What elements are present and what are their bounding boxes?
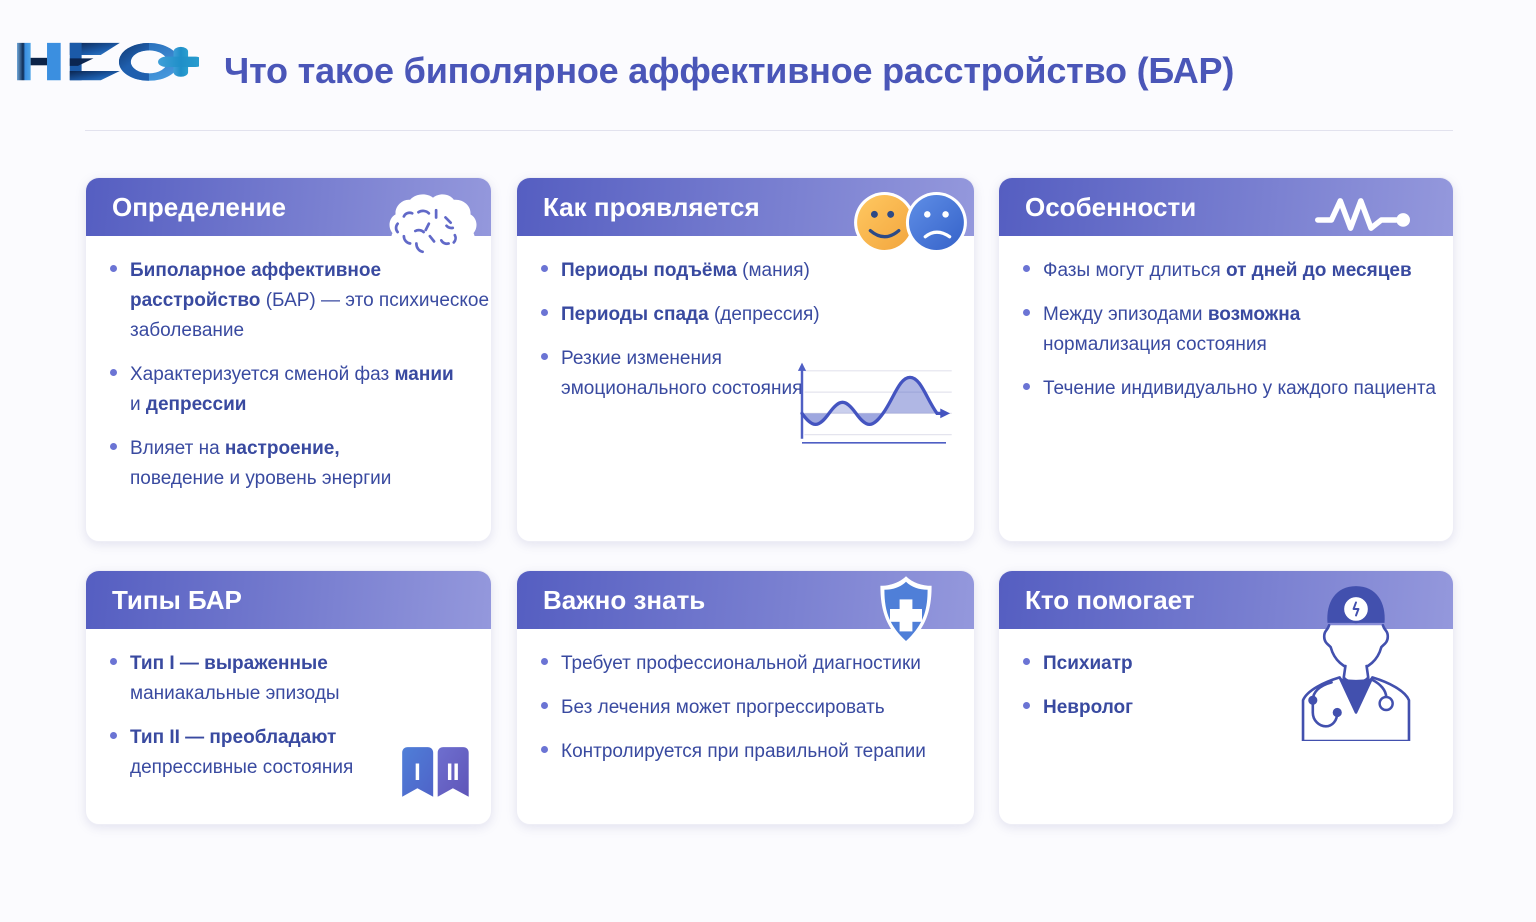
svg-text:II: II [446, 760, 459, 786]
svg-text:I: I [414, 760, 421, 786]
